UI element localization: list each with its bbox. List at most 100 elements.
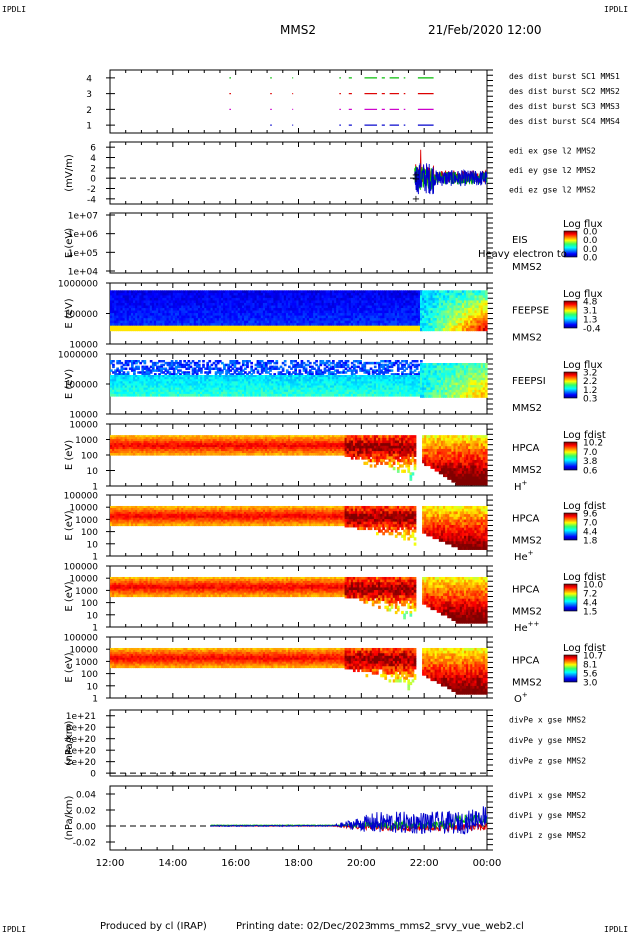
feepse-cell [256, 325, 260, 329]
feepse-cell [241, 297, 245, 302]
feepse-cell [110, 302, 113, 307]
feepse-cell [275, 292, 279, 296]
feepse-cell [304, 297, 308, 302]
efield-ylabel: (mV/m) [64, 154, 75, 192]
feepse-cell [463, 310, 467, 314]
feepse-cell [365, 320, 369, 324]
feepse-cell [216, 323, 220, 327]
feepse-cell [384, 295, 388, 299]
feepse-cell [298, 302, 302, 307]
feepse-cell [344, 292, 348, 296]
feepse-cell [252, 320, 256, 324]
feepse-cell [451, 290, 455, 294]
feepsi-cell [160, 369, 163, 372]
feepse-cell [114, 308, 117, 312]
feepse-cell [191, 305, 195, 309]
feepse-cell [403, 292, 406, 296]
feepse-cell [193, 308, 197, 312]
feepse-cell [390, 308, 394, 312]
feepse-cell [250, 310, 254, 314]
feepse-cell [114, 323, 117, 327]
feepse-cell [158, 305, 161, 309]
feepse-cell [210, 328, 214, 332]
feepse-cell [216, 325, 220, 329]
feepse-cell [434, 307, 438, 312]
feepse-cell [290, 308, 293, 312]
feepse-cell [478, 302, 482, 307]
feepse-cell [378, 302, 381, 307]
feepse-cell [281, 295, 285, 299]
feepse-cell [160, 313, 163, 317]
feepse-cell [172, 313, 176, 317]
feepse-cell [227, 308, 230, 312]
feepse-cell [239, 328, 243, 332]
feepse-cell [463, 302, 467, 307]
feepse-cell [275, 305, 279, 309]
feepse-cell [440, 297, 444, 301]
feepse-cell [288, 290, 291, 294]
feepse-cell [250, 302, 254, 307]
feepse-cell [112, 292, 115, 296]
feepsi-cell [118, 369, 122, 372]
feepse-cell [128, 313, 132, 317]
feepse-cell [275, 295, 279, 299]
feepse-cell [120, 292, 124, 296]
feepse-cell [417, 323, 421, 327]
feepse-cell [445, 300, 448, 304]
feepse-cell [187, 292, 191, 296]
feepse-cell [141, 290, 145, 294]
feepse-cell [241, 310, 245, 314]
feepse-cell [388, 290, 392, 294]
feepse-cell [453, 325, 457, 329]
feepse-cell [319, 325, 323, 329]
feepse-cell [409, 292, 413, 296]
feepse-cell [373, 305, 377, 309]
feepse-cell [172, 325, 176, 329]
feepse-cell [472, 315, 476, 319]
feepse-cell [403, 290, 406, 294]
feepse-cell [470, 290, 473, 294]
feepse-cell [216, 295, 220, 299]
feepse-cell [273, 297, 277, 302]
feepse-cell [426, 320, 429, 324]
feepse-cell [415, 323, 419, 327]
feepse-cell [373, 323, 377, 327]
feepsi-ylabel: E (eV) [64, 369, 75, 399]
feepse-cell [304, 320, 308, 324]
feepse-cell [233, 297, 237, 302]
feepse-cell [396, 315, 400, 319]
feepse-cell [145, 323, 149, 327]
feepse-cell [139, 310, 143, 314]
feepse-cell [296, 325, 300, 329]
feepse-cell [409, 320, 413, 324]
feepse-cell [386, 290, 390, 294]
feepse-cell [313, 325, 316, 329]
feepse-cell [369, 328, 373, 332]
feepse-cell [288, 313, 291, 317]
feepse-cell [195, 300, 199, 304]
feepse-cell [141, 297, 145, 302]
feepse-cell [177, 323, 180, 327]
feepse-cell [237, 292, 241, 296]
feepsi-cell [145, 365, 149, 369]
feepse-cell [361, 295, 365, 299]
feepse-cell [233, 328, 237, 332]
feepse-cell [122, 323, 126, 327]
feepse-cell [223, 325, 226, 329]
feepse-cell [128, 300, 132, 304]
feepse-cell [208, 302, 212, 307]
feepsi-instrument: FEEPSI [512, 376, 546, 387]
feepse-cell [430, 305, 434, 309]
feepse-cell [405, 313, 409, 317]
feepse-cell [189, 318, 193, 322]
feepse-cell [405, 318, 409, 322]
feepse-cell [292, 315, 295, 319]
feepse-cell [112, 308, 115, 312]
feepse-cell [321, 302, 325, 307]
feepse-cell [185, 313, 189, 317]
feepse-cell [484, 328, 488, 332]
feepse-cell [311, 310, 314, 314]
feepsi-cell [145, 371, 149, 374]
feepse-cell [267, 315, 270, 319]
feepse-cell [158, 295, 161, 299]
